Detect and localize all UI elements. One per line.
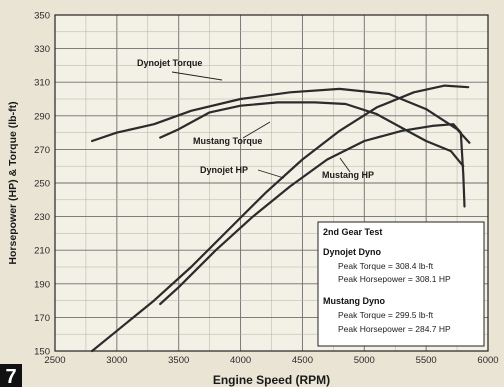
y-tick-label: 310 bbox=[34, 78, 50, 89]
x-tick-label: 3000 bbox=[106, 355, 127, 366]
y-tick-label: 230 bbox=[34, 212, 50, 223]
y-tick-label: 270 bbox=[34, 145, 50, 156]
series-annotations: Dynojet Torque Mustang Torque Dynojet HP Mu… bbox=[137, 58, 374, 180]
legend-dynojet-peak-torque: Peak Torque = 308.4 lb-ft bbox=[338, 261, 434, 271]
y-axis-title: Horsepower (HP) & Torque (lb-ft) bbox=[7, 101, 19, 264]
tick-labels: 2500 3000 3500 4000 4500 5000 5500 6000 150 170 19… bbox=[34, 11, 498, 367]
x-tick-label: 6000 bbox=[477, 355, 498, 366]
annotation-pointer-mustang-torque bbox=[242, 121, 271, 139]
annotation-pointer-dynojet-torque bbox=[171, 71, 223, 81]
series-line-mustang-hp bbox=[159, 123, 466, 306]
series-lines bbox=[91, 84, 471, 353]
annotation-mustang-torque: Mustang Torque bbox=[193, 136, 262, 146]
legend-frame bbox=[317, 221, 485, 347]
legend-title: 2nd Gear Test bbox=[323, 227, 382, 237]
y-tick-label: 350 bbox=[34, 11, 50, 22]
y-tick-label: 290 bbox=[34, 111, 50, 122]
x-tick-label: 2500 bbox=[44, 355, 65, 366]
y-tick-label: 170 bbox=[34, 313, 50, 324]
figure-number: 7 bbox=[5, 366, 16, 387]
annotation-dynojet-torque: Dynojet Torque bbox=[137, 58, 202, 68]
legend-heading-dynojet: Dynojet Dyno bbox=[323, 247, 382, 257]
x-axis-title: Engine Speed (RPM) bbox=[213, 373, 330, 387]
x-tick-label: 5000 bbox=[354, 355, 375, 366]
y-tick-label: 190 bbox=[34, 279, 50, 290]
plot-frame bbox=[54, 14, 489, 352]
y-tick-label: 250 bbox=[34, 179, 50, 190]
x-tick-label: 5500 bbox=[416, 355, 437, 366]
series-line-dynojet-hp bbox=[91, 84, 470, 353]
y-tick-label: 210 bbox=[34, 246, 50, 257]
y-tick-label: 330 bbox=[34, 44, 50, 55]
legend-mustang-peak-hp: Peak Horsepower = 284.7 HP bbox=[338, 324, 451, 334]
legend-dynojet-peak-hp: Peak Horsepower = 308.1 HP bbox=[338, 274, 451, 284]
legend-heading-mustang: Mustang Dyno bbox=[323, 296, 386, 306]
annotation-mustang-hp: Mustang HP bbox=[322, 170, 374, 180]
annotation-pointer-dynojet-hp bbox=[257, 169, 285, 179]
series-line-dynojet-torque bbox=[91, 87, 471, 144]
y-tick-label: 150 bbox=[34, 347, 50, 358]
figure-number-box bbox=[0, 364, 22, 387]
x-tick-label: 4000 bbox=[230, 355, 251, 366]
x-tick-label: 4500 bbox=[292, 355, 313, 366]
legend-box: 2nd Gear Test Dynojet Dyno Peak Torque =… bbox=[317, 221, 485, 347]
legend-mustang-peak-torque: Peak Torque = 299.5 lb-ft bbox=[338, 310, 434, 320]
annotation-dynojet-hp: Dynojet HP bbox=[200, 165, 248, 175]
annotation-pointer-mustang-hp bbox=[339, 157, 351, 173]
figure-number-badge: 7 bbox=[0, 364, 22, 387]
x-tick-label: 3500 bbox=[168, 355, 189, 366]
series-line-mustang-torque bbox=[159, 101, 465, 168]
